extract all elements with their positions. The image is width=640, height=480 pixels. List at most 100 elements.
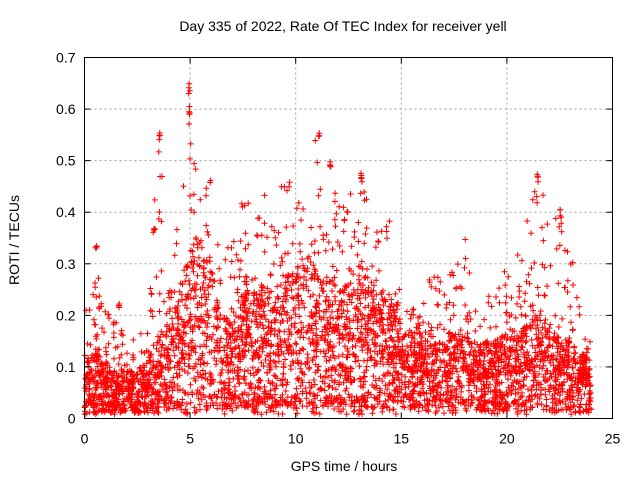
data-point [499,333,506,340]
data-point [153,345,160,352]
data-point [273,242,280,249]
data-point [251,372,257,379]
data-point [344,209,351,216]
data-point [439,349,446,356]
data-point [341,287,348,293]
data-point [522,290,529,297]
data-point [502,348,509,355]
data-point [567,303,574,310]
data-point [382,337,389,344]
data-point [314,367,321,374]
data-point [266,289,273,296]
data-point [461,264,468,271]
data-point [539,224,545,231]
data-point [271,319,278,326]
data-point [86,386,93,393]
data-point [243,308,250,315]
data-point [572,360,579,367]
data-point [571,350,578,357]
x-tick-label: 20 [499,431,515,447]
data-point [358,174,365,181]
data-point [228,322,234,328]
data-point [159,382,165,389]
data-point [264,285,271,292]
data-point [188,339,195,346]
data-point [215,348,221,355]
data-point [402,348,409,354]
data-point [290,295,297,302]
data-point [393,384,400,390]
data-point [534,284,541,291]
data-point [255,393,261,400]
data-point [354,306,361,313]
data-point [361,189,368,195]
data-point [513,342,520,349]
data-point [298,297,305,304]
data-point [564,289,571,295]
data-point [284,318,291,324]
data-point [156,290,163,297]
data-point [259,322,266,329]
data-point [551,406,558,413]
data-point [308,241,315,248]
data-point [400,351,407,358]
data-point [206,276,213,283]
data-point [236,380,243,387]
data-point [345,391,352,398]
data-point [370,320,377,327]
data-point [391,397,398,404]
data-point [516,294,523,300]
data-point [561,356,568,363]
data-point [258,411,265,418]
data-point [208,349,215,355]
data-point [138,348,145,355]
data-point [415,325,422,332]
data-point [204,320,211,327]
data-point [297,275,304,281]
data-point [506,403,513,410]
data-point [541,264,548,271]
data-point [150,342,157,349]
data-point [294,292,301,299]
data-point [285,278,292,285]
data-point [506,356,513,363]
data-point [568,356,575,363]
data-point [526,393,533,400]
data-point [336,332,342,339]
data-point [156,308,163,315]
data-point [533,382,540,389]
data-point [392,290,399,297]
data-point [87,341,94,348]
data-point [235,367,242,373]
data-point [485,299,492,306]
x-tick-label: 25 [605,431,621,447]
data-point [397,346,404,353]
data-point [351,403,358,410]
data-point [315,133,322,140]
data-point [208,336,215,342]
data-point [319,328,326,335]
data-point [195,395,202,402]
data-point [82,385,89,392]
data-point [586,387,593,394]
data-point [265,318,272,325]
data-point [389,355,396,362]
data-point [232,353,239,360]
data-point [371,348,378,355]
data-point [430,345,437,352]
x-tick-label: 15 [394,431,410,447]
data-point [576,388,582,395]
data-point [307,340,314,347]
data-point [282,399,289,406]
data-point [234,333,241,340]
data-point [174,374,181,380]
data-point [239,348,246,355]
data-point [367,311,374,318]
data-point [433,393,440,399]
data-point [311,238,318,244]
data-point [459,365,466,372]
data-point [234,364,241,371]
data-point [203,311,209,318]
data-point [106,315,113,322]
data-point [356,363,363,369]
